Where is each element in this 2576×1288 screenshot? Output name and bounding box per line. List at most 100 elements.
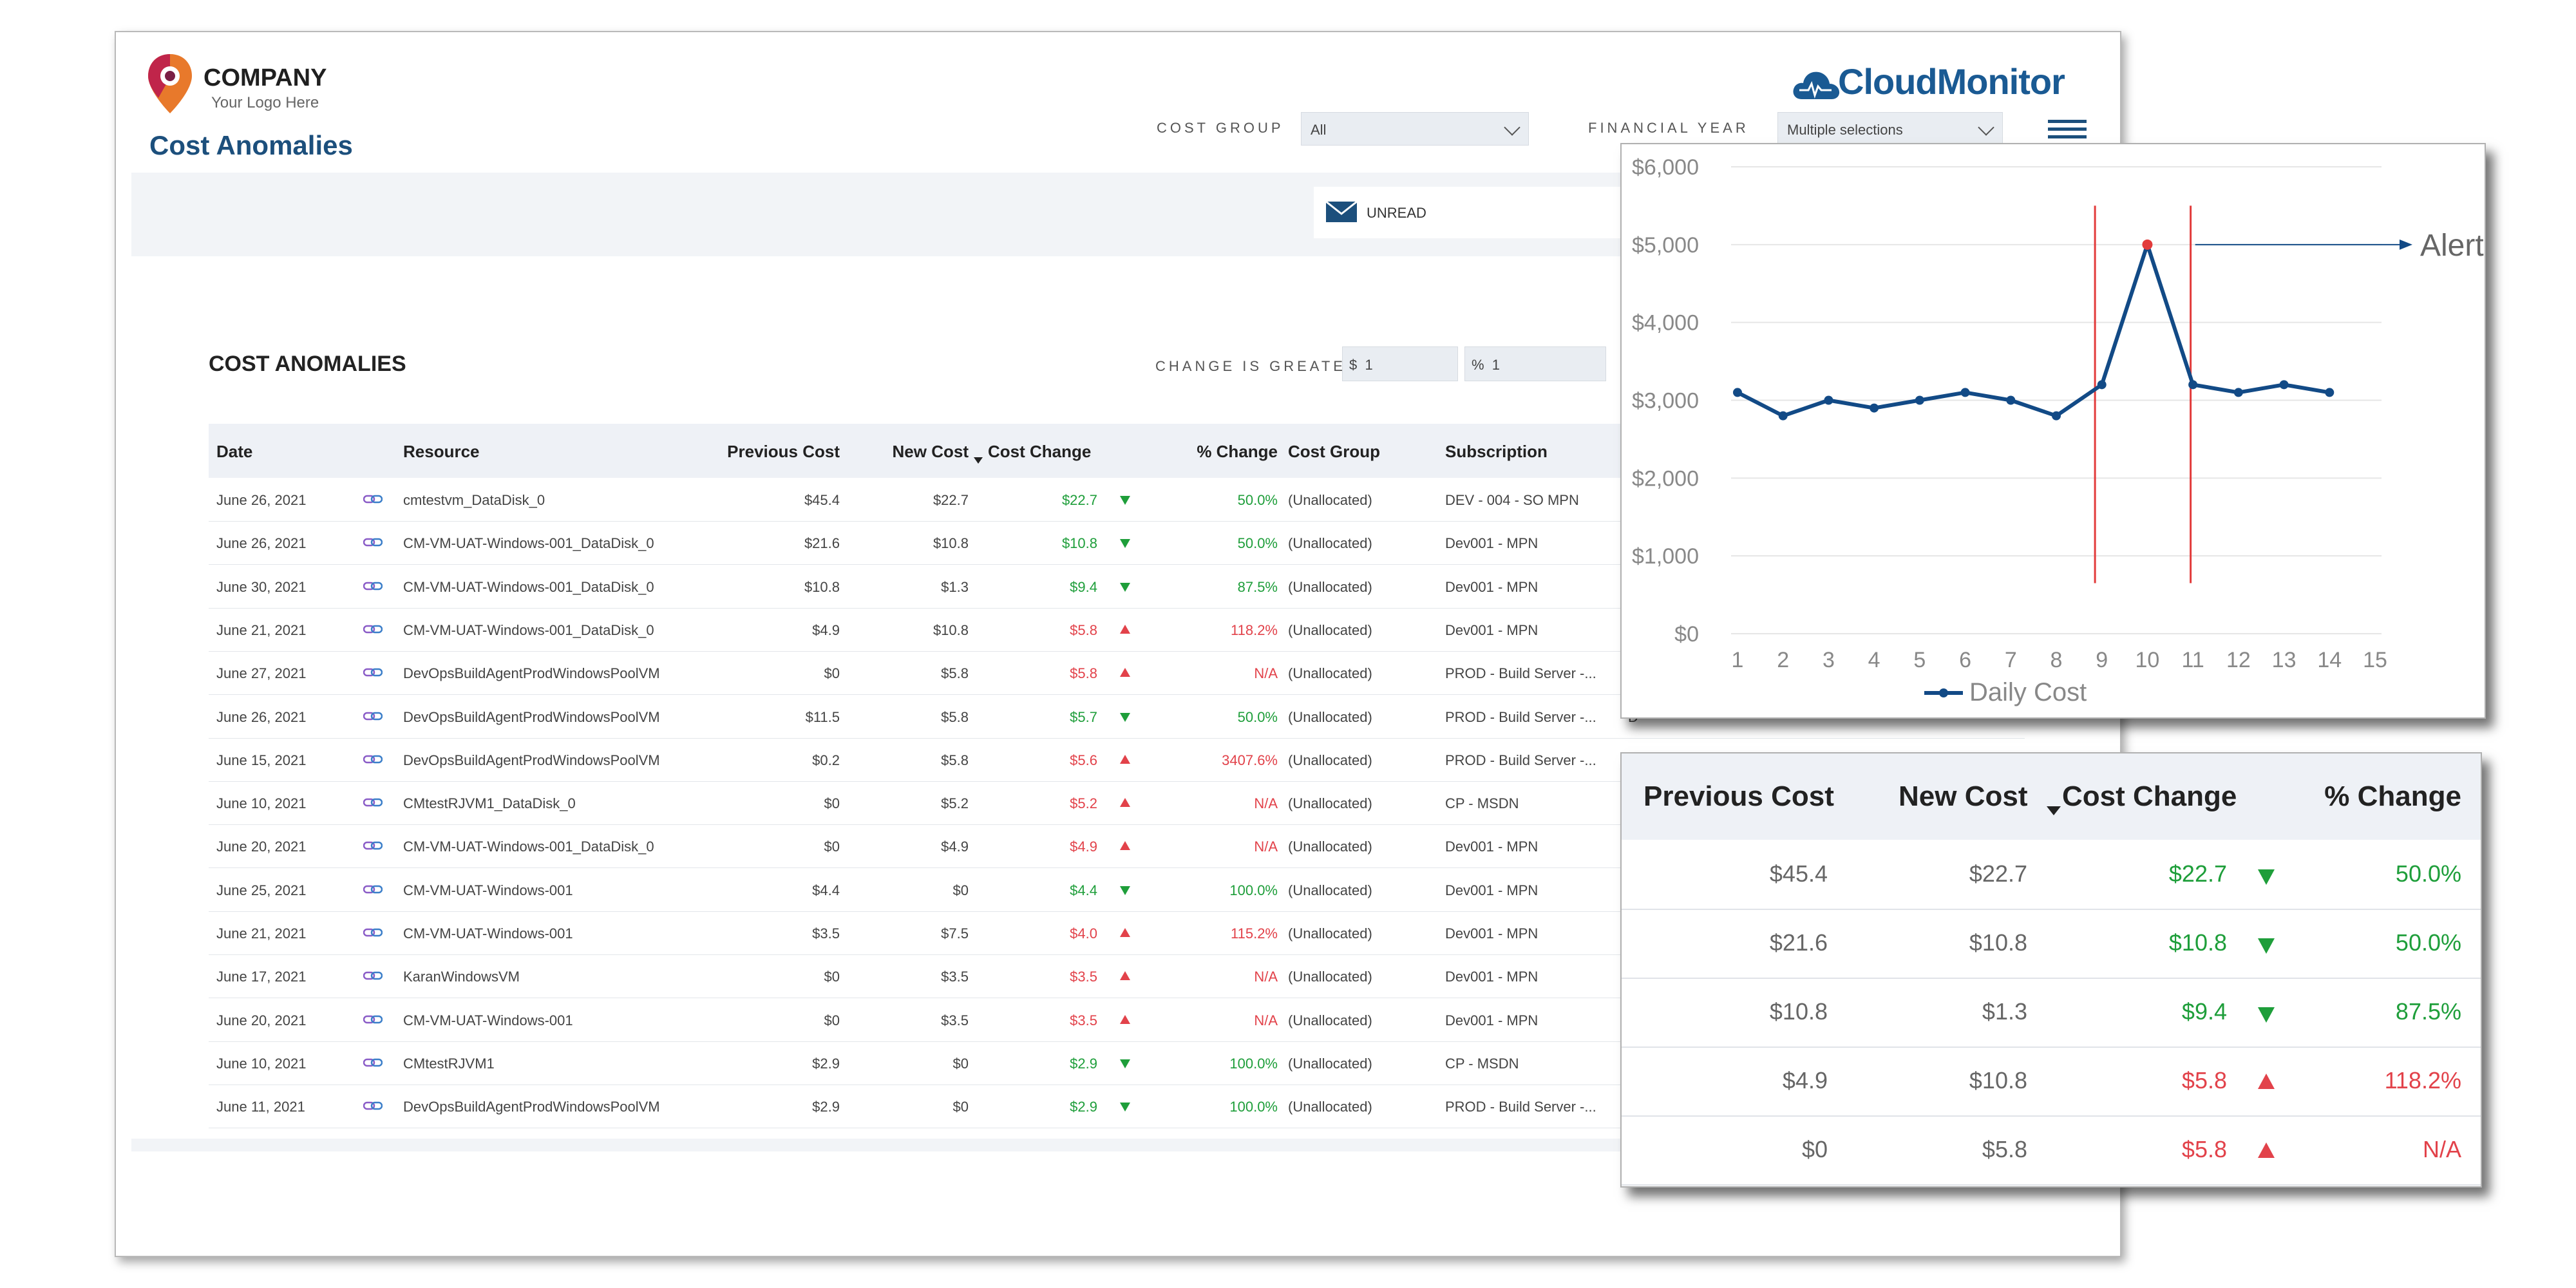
trend-down-icon bbox=[1120, 712, 1130, 722]
unread-filter-button[interactable]: UNREAD bbox=[1314, 187, 1636, 238]
table-row[interactable]: June 26, 2021 DevOpsBuildAgentProdWindows… bbox=[209, 695, 2025, 739]
row-cost-change: $10.8 bbox=[1061, 535, 1097, 552]
link-icon[interactable] bbox=[363, 970, 383, 981]
financial-year-dropdown[interactable]: Multiple selections bbox=[1777, 112, 2003, 146]
zoom-row-pct-change: 50.0% bbox=[2395, 860, 2461, 887]
data-point bbox=[2279, 380, 2289, 390]
row-resource[interactable]: CM-VM-UAT-Windows-001_DataDisk_0 bbox=[403, 535, 654, 552]
unread-label: UNREAD bbox=[1367, 205, 1426, 221]
row-resource[interactable]: DevOpsBuildAgentProdWindowsPoolVM bbox=[403, 708, 660, 725]
row-pct-change: 118.2% bbox=[1231, 621, 1278, 638]
y-tick-label: $3,000 bbox=[1632, 389, 1699, 413]
col-cost-change[interactable]: Cost Change bbox=[988, 442, 1092, 461]
zoom-row-previous-cost: $45.4 bbox=[1769, 860, 1828, 887]
row-resource[interactable]: CM-VM-UAT-Windows-001 bbox=[403, 1012, 573, 1028]
alert-arrow-head bbox=[2400, 239, 2412, 250]
change-greater-label: CHANGE IS GREATER bbox=[1155, 358, 1359, 374]
col-new-cost[interactable]: New Cost bbox=[892, 442, 969, 461]
zoom-row-pct-change: 87.5% bbox=[2395, 998, 2461, 1025]
link-icon[interactable] bbox=[363, 1100, 383, 1112]
link-icon[interactable] bbox=[363, 623, 383, 635]
row-date: June 27, 2021 bbox=[216, 665, 307, 682]
col-cost-group[interactable]: Cost Group bbox=[1288, 442, 1380, 461]
col-date[interactable]: Date bbox=[216, 442, 253, 461]
daily-cost-line bbox=[1736, 242, 2330, 418]
link-icon[interactable] bbox=[363, 1014, 383, 1025]
link-icon[interactable] bbox=[363, 667, 383, 678]
percent-threshold-input[interactable]: % 1 bbox=[1464, 346, 1606, 381]
x-tick-label: 2 bbox=[1777, 648, 1789, 672]
x-tick-label: 9 bbox=[2096, 648, 2108, 672]
x-tick-label: 1 bbox=[1732, 648, 1744, 672]
row-resource[interactable]: KaranWindowsVM bbox=[403, 969, 520, 985]
table-row[interactable]: June 10, 2021 CMtestRJVM1_DataDisk_0 $0 $5.… bbox=[209, 781, 2025, 826]
table-row[interactable]: June 30, 2021 CM-VM-UAT-Windows-001_DataD… bbox=[209, 565, 2025, 609]
table-row[interactable]: June 21, 2021 CM-VM-UAT-Windows-001_DataD… bbox=[209, 608, 2025, 652]
col-pct-change[interactable]: % Change bbox=[1197, 442, 1278, 461]
cost-group-label: COST GROUP bbox=[1157, 120, 1284, 136]
table-row[interactable]: June 21, 2021 CM-VM-UAT-Windows-001 $3.5 $7… bbox=[209, 911, 2025, 955]
table-row[interactable]: June 17, 2021 KaranWindowsVM $0 $3.5 $3.5 N/A… bbox=[209, 954, 2025, 999]
cost-group-dropdown[interactable]: All bbox=[1301, 112, 1529, 146]
col-subscription[interactable]: Subscription bbox=[1445, 442, 1548, 461]
x-tick-label: 12 bbox=[2226, 648, 2251, 672]
brand-logo: CloudMonitor bbox=[1790, 49, 2099, 107]
row-resource[interactable]: CMtestRJVM1 bbox=[403, 1055, 495, 1072]
zoom-row-cost-change: $9.4 bbox=[2181, 998, 2227, 1025]
brand-name: CloudMonitor bbox=[1838, 61, 2065, 102]
link-icon[interactable] bbox=[363, 753, 383, 765]
row-resource[interactable]: CM-VM-UAT-Windows-001 bbox=[403, 882, 573, 898]
link-icon[interactable] bbox=[363, 710, 383, 722]
row-cost-change: $2.9 bbox=[1070, 1055, 1097, 1072]
table-row[interactable]: June 27, 2021 DevOpsBuildAgentProdWindows… bbox=[209, 651, 2025, 696]
row-resource[interactable]: CM-VM-UAT-Windows-001_DataDisk_0 bbox=[403, 621, 654, 638]
link-icon[interactable] bbox=[363, 884, 383, 895]
row-resource[interactable]: CM-VM-UAT-Windows-001_DataDisk_0 bbox=[403, 838, 654, 855]
table-row[interactable]: June 20, 2021 CM-VM-UAT-Windows-001 $0 $3.5… bbox=[209, 998, 2025, 1042]
envelope-icon bbox=[1325, 201, 1358, 222]
trend-up-icon bbox=[1120, 668, 1130, 677]
link-icon[interactable] bbox=[363, 493, 383, 505]
row-previous-cost: $45.4 bbox=[804, 492, 840, 508]
company-name: COMPANY bbox=[204, 64, 327, 91]
row-cost-group: (Unallocated) bbox=[1288, 795, 1372, 812]
link-icon[interactable] bbox=[363, 580, 383, 592]
row-resource[interactable]: DevOpsBuildAgentProdWindowsPoolVM bbox=[403, 752, 660, 768]
hamburger-icon[interactable] bbox=[2048, 120, 2087, 143]
row-pct-change: N/A bbox=[1254, 795, 1278, 812]
alert-annotation: Alert bbox=[2420, 229, 2484, 263]
row-resource[interactable]: cmtestvm_DataDisk_0 bbox=[403, 492, 545, 508]
row-new-cost: $0 bbox=[952, 1055, 969, 1072]
table-row[interactable]: June 10, 2021 CMtestRJVM1 $2.9 $0 $2.9 100.0%… bbox=[209, 1041, 2025, 1085]
row-subscription: Dev001 - MPN bbox=[1445, 621, 1539, 638]
row-resource[interactable]: DevOpsBuildAgentProdWindowsPoolVM bbox=[403, 1099, 660, 1115]
row-cost-change: $4.4 bbox=[1070, 882, 1097, 898]
link-icon[interactable] bbox=[363, 1057, 383, 1068]
row-cost-group: (Unallocated) bbox=[1288, 1012, 1372, 1028]
link-icon[interactable] bbox=[363, 536, 383, 548]
table-row[interactable]: June 26, 2021 CM-VM-UAT-Windows-001_DataD… bbox=[209, 521, 2025, 565]
table-row[interactable]: June 25, 2021 CM-VM-UAT-Windows-001 $4.4 $0… bbox=[209, 868, 2025, 912]
row-date: June 10, 2021 bbox=[216, 1055, 307, 1072]
link-icon[interactable] bbox=[363, 797, 383, 808]
row-resource[interactable]: CM-VM-UAT-Windows-001 bbox=[403, 925, 573, 942]
link-icon[interactable] bbox=[363, 840, 383, 851]
row-pct-change: 100.0% bbox=[1229, 1099, 1278, 1115]
section-title: COST ANOMALIES bbox=[209, 352, 406, 376]
dollar-threshold-input[interactable]: $ 1 bbox=[1342, 346, 1458, 381]
zoom-row-previous-cost: $10.8 bbox=[1769, 998, 1828, 1025]
company-logo: COMPANY Your Logo Here bbox=[144, 52, 376, 122]
link-icon[interactable] bbox=[363, 927, 383, 938]
row-cost-group: (Unallocated) bbox=[1288, 621, 1372, 638]
row-cost-group: (Unallocated) bbox=[1288, 1055, 1372, 1072]
row-resource[interactable]: CMtestRJVM1_DataDisk_0 bbox=[403, 795, 576, 812]
row-resource[interactable]: CM-VM-UAT-Windows-001_DataDisk_0 bbox=[403, 578, 654, 595]
table-row[interactable]: June 20, 2021 CM-VM-UAT-Windows-001_DataD… bbox=[209, 824, 2025, 869]
trend-up-icon bbox=[1120, 1014, 1130, 1024]
col-resource[interactable]: Resource bbox=[403, 442, 480, 461]
row-resource[interactable]: DevOpsBuildAgentProdWindowsPoolVM bbox=[403, 665, 660, 682]
table-row[interactable]: June 11, 2021 DevOpsBuildAgentProdWindows… bbox=[209, 1084, 2025, 1129]
y-tick-label: $4,000 bbox=[1632, 311, 1699, 336]
col-previous-cost[interactable]: Previous Cost bbox=[727, 442, 840, 461]
row-date: June 10, 2021 bbox=[216, 795, 307, 812]
